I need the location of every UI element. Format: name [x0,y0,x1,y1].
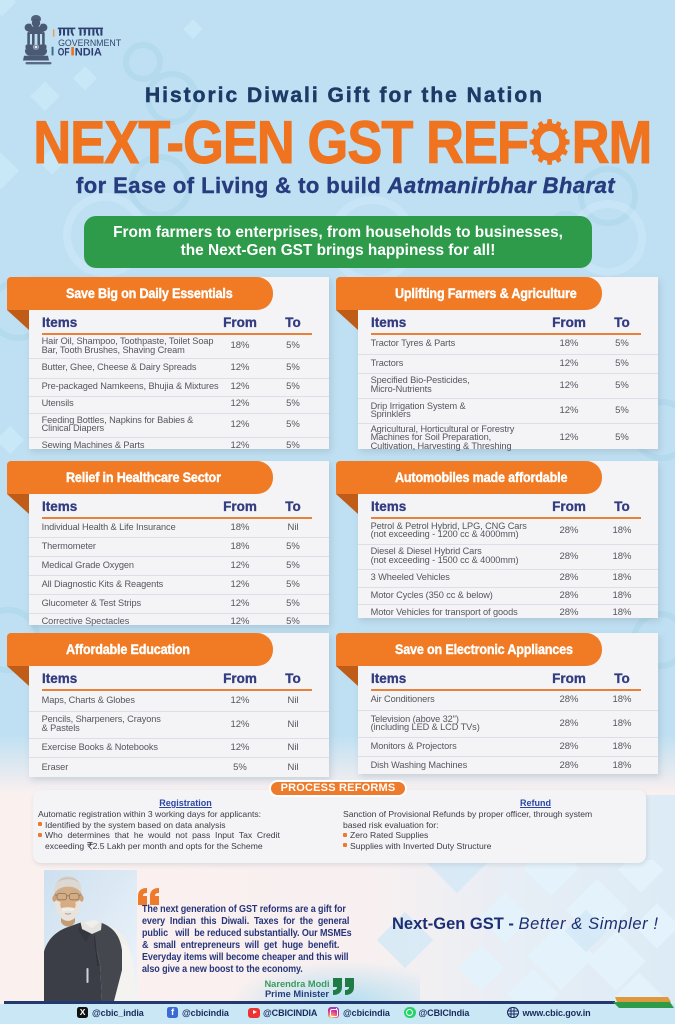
svg-text:OF: OF [58,46,70,58]
svg-text:GOVERNMENT: GOVERNMENT [58,38,121,48]
svg-text:NDIA: NDIA [75,46,102,58]
